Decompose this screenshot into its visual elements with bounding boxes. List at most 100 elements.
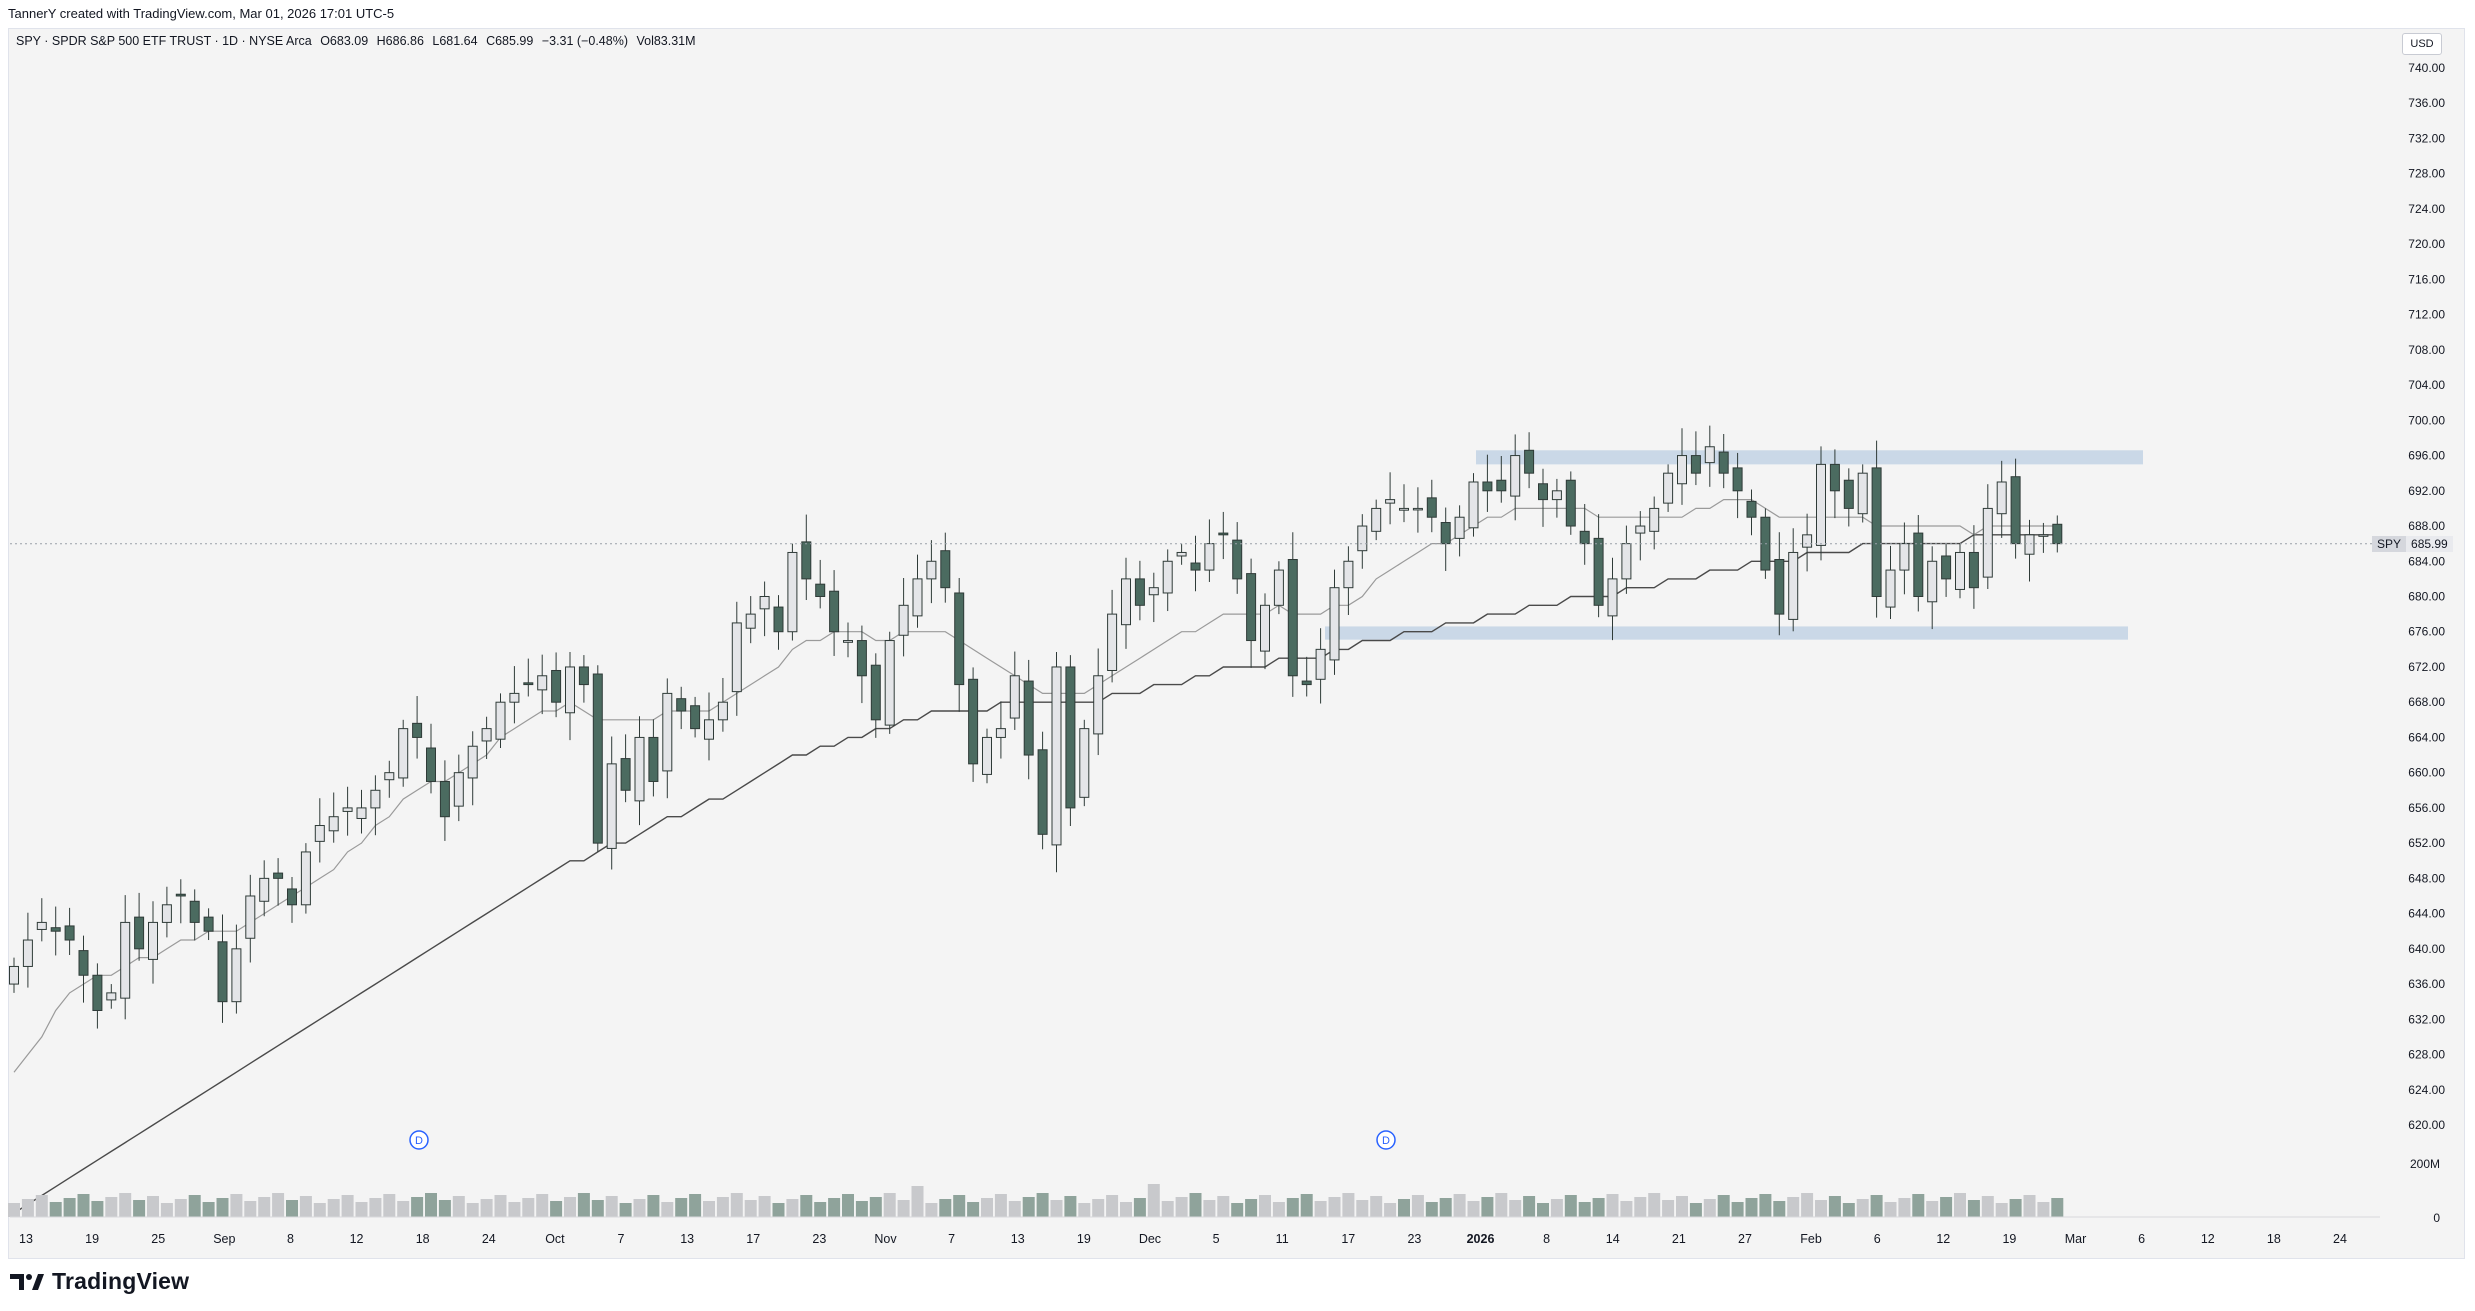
candle xyxy=(1843,479,1854,509)
volume-bar xyxy=(1856,1199,1869,1217)
x-tick-label: 17 xyxy=(746,1232,760,1246)
volume-bar xyxy=(1634,1197,1647,1217)
candle xyxy=(9,965,19,985)
candle xyxy=(203,916,214,932)
candle xyxy=(1204,543,1215,571)
volume-bar xyxy=(1620,1201,1633,1217)
volume-bar xyxy=(1495,1193,1508,1217)
chart-pane[interactable] xyxy=(8,28,2465,1259)
volume-bar xyxy=(1967,1200,1980,1217)
x-tick-label: 8 xyxy=(1543,1232,1550,1246)
candle xyxy=(384,772,395,781)
volume-bar xyxy=(1370,1196,1383,1217)
y-tick-label: 684.00 xyxy=(2408,554,2445,568)
volume-bar xyxy=(49,1202,62,1217)
y-tick-label: 740.00 xyxy=(2408,61,2445,75)
candle xyxy=(856,640,867,677)
candle xyxy=(912,578,923,617)
volume-bar xyxy=(1314,1201,1327,1217)
volume-bar xyxy=(633,1199,646,1217)
legend-low: L681.64 xyxy=(432,34,478,48)
candle xyxy=(1134,578,1145,606)
volume-bar xyxy=(1926,1201,1939,1217)
dividend-marker-label: D xyxy=(1382,1135,1390,1147)
volume-bar xyxy=(1425,1202,1438,1217)
volume-bar xyxy=(730,1193,743,1217)
x-tick-label: 23 xyxy=(1407,1232,1421,1246)
candle xyxy=(1218,532,1229,536)
volume-bar xyxy=(1578,1202,1591,1217)
volume-bar xyxy=(1954,1193,1966,1217)
y-tick-label: 700.00 xyxy=(2408,413,2445,427)
candle xyxy=(1774,559,1785,615)
candle xyxy=(690,705,701,730)
candle xyxy=(1677,455,1687,485)
candle xyxy=(356,807,367,819)
candle xyxy=(773,606,784,633)
volume-bar xyxy=(1342,1193,1355,1217)
volume-bar xyxy=(577,1193,590,1217)
volume-bar xyxy=(1550,1199,1563,1217)
y-tick-label: 652.00 xyxy=(2408,836,2445,850)
candle xyxy=(1635,525,1646,534)
candle xyxy=(815,583,826,598)
volume-bar xyxy=(1676,1196,1688,1217)
volume-bar xyxy=(1161,1201,1174,1217)
candle xyxy=(898,604,909,636)
volume-bar xyxy=(188,1195,201,1217)
candle xyxy=(759,596,770,610)
volume-bar xyxy=(1842,1203,1855,1217)
volume-bar xyxy=(1815,1200,1827,1217)
volume-bar xyxy=(1689,1203,1702,1217)
volume-bar xyxy=(619,1203,632,1217)
volume-bar xyxy=(1884,1202,1897,1217)
volume-bar xyxy=(1606,1194,1619,1217)
volume-bar xyxy=(1092,1199,1105,1217)
volume-bar xyxy=(230,1194,243,1217)
candle xyxy=(1468,481,1479,529)
candle xyxy=(648,736,659,782)
volume-bar xyxy=(327,1199,340,1217)
candle xyxy=(1371,507,1382,532)
candle xyxy=(1009,675,1020,719)
candle xyxy=(731,622,742,693)
tradingview-logo[interactable]: TradingView xyxy=(10,1268,189,1295)
candle xyxy=(287,888,297,906)
candle xyxy=(1968,551,1979,589)
volume-bar xyxy=(1078,1203,1091,1217)
candle xyxy=(1190,562,1201,571)
volume-bar xyxy=(1203,1200,1216,1217)
volume-bar xyxy=(1120,1202,1132,1217)
volume-bar xyxy=(1453,1194,1466,1217)
x-tick-label: Oct xyxy=(545,1232,565,1246)
candle xyxy=(412,722,423,738)
symbol-legend[interactable]: SPY · SPDR S&P 500 ETF TRUST · 1D · NYSE… xyxy=(16,34,701,48)
legend-symbol[interactable]: SPY · SPDR S&P 500 ETF TRUST · 1D · NYSE… xyxy=(16,34,312,48)
volume-bar xyxy=(2023,1195,2036,1217)
volume-bar xyxy=(355,1202,368,1217)
x-tick-label: Nov xyxy=(874,1232,897,1246)
legend-change: −3.31 (−0.48%) xyxy=(541,34,628,48)
candle xyxy=(1816,463,1826,546)
volume-bar xyxy=(383,1194,396,1217)
volume-bar xyxy=(1064,1196,1077,1217)
candle xyxy=(217,941,228,1003)
candle xyxy=(467,745,478,779)
candle xyxy=(175,893,186,897)
candle xyxy=(1955,551,1965,590)
candle xyxy=(1412,507,1423,511)
candle xyxy=(1565,479,1576,527)
candle xyxy=(1162,560,1173,594)
volume-bar xyxy=(1036,1193,1049,1217)
volume-bar xyxy=(244,1201,257,1217)
volume-bar xyxy=(994,1194,1007,1217)
y-tick-label: 720.00 xyxy=(2408,237,2445,251)
volume-bar xyxy=(744,1200,757,1217)
y-tick-label: 724.00 xyxy=(2408,202,2445,216)
candle xyxy=(1357,525,1368,552)
x-tick-label: 11 xyxy=(1276,1232,1289,1246)
x-tick-label: Mar xyxy=(2065,1232,2087,1246)
currency-badge[interactable]: USD xyxy=(2402,33,2442,55)
x-tick-label: Sep xyxy=(213,1232,235,1246)
